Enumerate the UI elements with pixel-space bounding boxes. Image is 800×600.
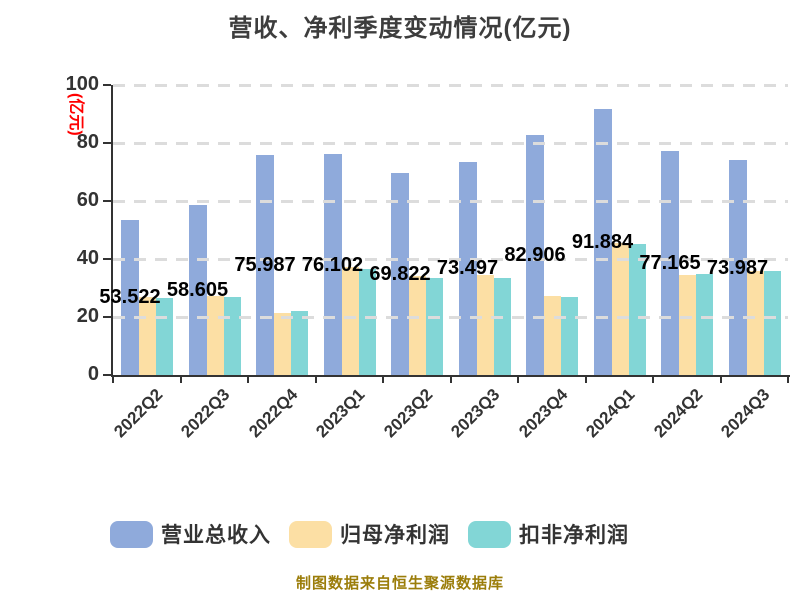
x-axis-line <box>111 375 790 377</box>
bar-total-revenue <box>728 160 747 375</box>
legend-swatch <box>289 520 332 548</box>
bar-net-profit-attributable <box>544 296 561 375</box>
bar-net-profit-attributable <box>206 295 224 375</box>
y-axis-tick-20 <box>103 316 111 318</box>
bar-net-profit-attributable <box>679 274 696 375</box>
legend-item-total-revenue[interactable]: 营业总收入 <box>110 519 271 549</box>
y-axis-line <box>111 85 113 377</box>
data-label: 82.906 <box>504 243 566 266</box>
bar-total-revenue <box>661 151 679 375</box>
y-axis-tick-80 <box>103 142 111 144</box>
chart-title: 营收、净利季度变动情况(亿元) <box>228 15 572 42</box>
bar-non-gaap-net-profit <box>358 269 376 375</box>
data-label: 77.165 <box>639 252 701 275</box>
data-label: 53.522 <box>99 286 161 309</box>
bar-net-profit-attributable <box>341 267 359 375</box>
x-axis-tick <box>449 377 452 383</box>
x-axis-tick <box>652 377 654 383</box>
x-axis-tick <box>314 377 317 383</box>
y-axis-tick-label: 60 <box>76 189 99 211</box>
bar-total-revenue <box>526 134 544 375</box>
gridline-20 <box>113 315 788 319</box>
x-axis-tick <box>787 377 789 383</box>
legend-swatch <box>110 520 153 548</box>
legend-item-non-gaap-net-profit[interactable]: 扣非净利润 <box>468 519 629 549</box>
bar-total-revenue <box>188 205 207 375</box>
gridline-40 <box>113 257 788 261</box>
bar-net-profit-attributable <box>611 243 629 375</box>
bar-non-gaap-net-profit <box>291 311 308 375</box>
x-axis-tick <box>112 377 114 383</box>
data-label: 73.987 <box>706 256 769 279</box>
gridline-100 <box>113 83 788 87</box>
data-label: 73.497 <box>436 257 499 280</box>
footer-note: 制图数据来自恒生聚源数据库 <box>295 575 504 592</box>
legend-label: 营业总收入 <box>161 524 271 547</box>
bar-net-profit-attributable <box>476 274 494 375</box>
bar-total-revenue <box>458 161 477 375</box>
y-axis-tick-label: 80 <box>76 131 99 153</box>
x-axis-tick <box>382 377 384 383</box>
data-label: 76.102 <box>301 253 364 276</box>
data-label: 91.884 <box>571 230 634 253</box>
gridline-60 <box>113 199 788 203</box>
y-axis-tick-label: 0 <box>87 363 99 385</box>
legend-label: 归母净利润 <box>340 524 450 547</box>
bar-non-gaap-net-profit <box>426 278 443 375</box>
legend-item-net-profit-attributable[interactable]: 归母净利润 <box>289 519 450 549</box>
bar-total-revenue <box>256 154 274 375</box>
legend-swatch <box>468 520 511 548</box>
bar-non-gaap-net-profit <box>493 277 511 375</box>
bar-non-gaap-net-profit <box>156 297 173 375</box>
y-axis-tick-label: 40 <box>76 247 99 269</box>
x-axis-tick <box>179 377 182 383</box>
bar-non-gaap-net-profit <box>628 243 646 375</box>
x-axis-tick <box>719 377 722 383</box>
bar-non-gaap-net-profit <box>223 297 241 375</box>
data-label: 75.987 <box>234 253 296 276</box>
plot-area: 0 20 40 60 80 100 53.522 2022Q2 58.605 2022Q3 75.9… <box>66 73 790 441</box>
bar-net-profit-attributable <box>746 271 764 375</box>
bar-non-gaap-net-profit <box>763 270 781 375</box>
bar-net-profit-attributable <box>274 312 291 375</box>
gridline-80 <box>113 141 788 145</box>
bar-total-revenue <box>391 172 409 375</box>
y-axis-tick-label: 20 <box>76 305 99 327</box>
y-axis-name: (亿元) <box>67 93 84 136</box>
y-axis-tick-60 <box>103 200 111 202</box>
y-axis-tick-label: 100 <box>65 73 99 95</box>
data-label: 58.605 <box>166 279 229 302</box>
x-axis-tick <box>247 377 249 383</box>
bar-total-revenue <box>593 108 612 375</box>
x-axis-tick <box>517 377 519 383</box>
legend: 营业总收入 归母净利润 扣非净利润 <box>0 518 800 550</box>
bar-total-revenue <box>323 154 342 375</box>
x-axis-tick <box>584 377 587 383</box>
bar-non-gaap-net-profit <box>561 297 578 375</box>
y-axis-tick-0 <box>103 374 111 376</box>
bar-net-profit-attributable <box>409 276 426 375</box>
legend-label: 扣非净利润 <box>519 524 629 547</box>
y-axis-tick-40 <box>103 258 111 260</box>
data-label: 69.822 <box>369 262 431 285</box>
bar-non-gaap-net-profit <box>696 273 713 375</box>
y-axis-tick-100 <box>103 84 111 86</box>
